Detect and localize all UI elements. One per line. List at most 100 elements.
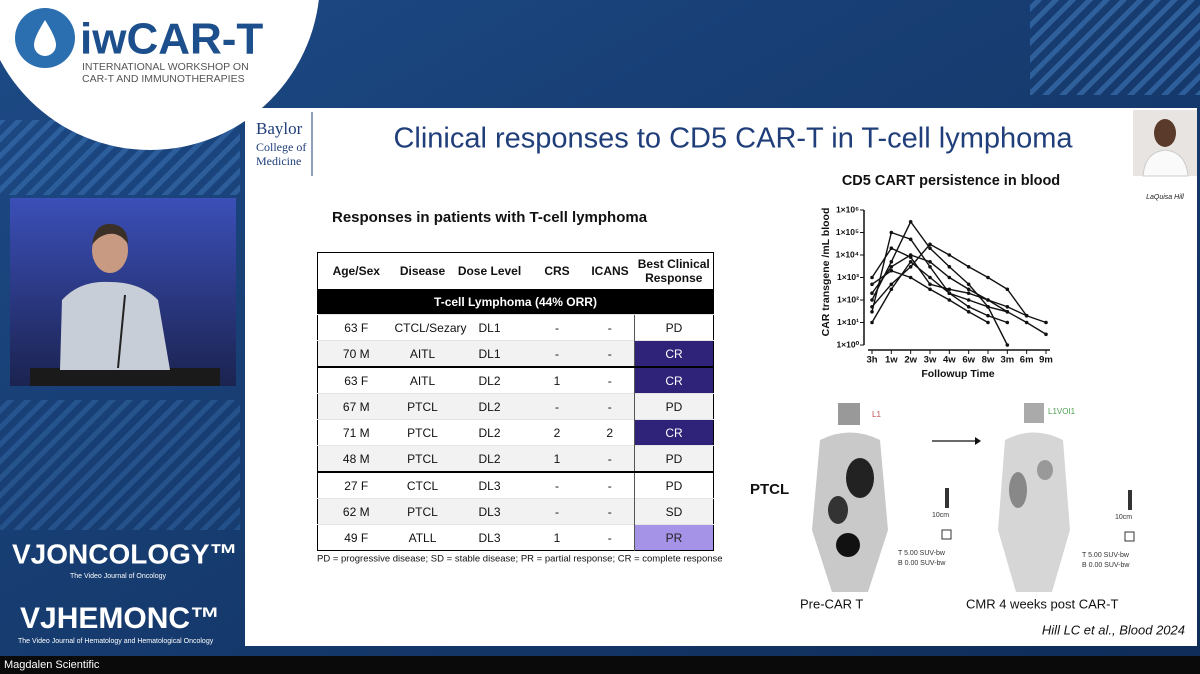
table-cell: 62 M	[317, 498, 395, 525]
table-cell: 63 F	[317, 314, 395, 341]
series-line	[871, 254, 1008, 313]
data-point	[966, 298, 971, 302]
channel-logo: VJONCOLOGY™	[12, 538, 238, 569]
table-cell: PTCL	[394, 498, 451, 525]
series-line	[871, 231, 1047, 335]
table-cell: PTCL	[394, 419, 451, 446]
table-cell: -	[528, 340, 586, 367]
data-point	[908, 275, 913, 280]
y-tick-label: 1×10⁵	[836, 227, 859, 237]
data-point	[1005, 287, 1010, 292]
scale-bar	[945, 488, 949, 508]
data-point	[908, 219, 913, 224]
table-cell: DL2	[450, 366, 529, 394]
table-cell: -	[585, 445, 635, 472]
logo-area	[0, 0, 319, 150]
pet-setting: B 0.00 SUV-bw	[898, 560, 946, 567]
response-cell: PR	[634, 524, 714, 551]
table-cell: -	[585, 366, 635, 394]
photo-face	[1154, 119, 1176, 147]
response-cell: PD	[634, 445, 714, 472]
table-cell: -	[528, 393, 586, 420]
table-cell: 63 F	[317, 366, 395, 394]
table-cell: CTCL/Sezary	[394, 314, 467, 341]
table-cell: 2	[528, 419, 586, 446]
table-row: 27 F CTCL DL3- - PD	[317, 471, 714, 499]
microphone	[117, 294, 126, 369]
column-header: CRS	[544, 264, 570, 278]
data-point	[889, 246, 894, 251]
response-cell: PD	[634, 393, 714, 420]
x-tick-label: 4w	[943, 355, 956, 366]
table-cell: 2	[585, 419, 635, 446]
y-axis-label: CAR transgene /mL blood	[820, 208, 832, 337]
x-tick-label: 6m	[1020, 355, 1034, 366]
data-point	[928, 275, 932, 280]
table-row: 63 F CTCL/Sezary DL1- - PD	[317, 314, 714, 341]
pet-scale: 10cm	[932, 512, 949, 519]
logo-tagline: CAR-T AND IMMUNOTHERAPIES	[82, 73, 245, 85]
data-point	[986, 313, 990, 318]
x-tick-label: 2w	[904, 355, 917, 366]
speaker-hair	[92, 223, 128, 245]
table-row: 49 F ATLL DL3 1- PR	[317, 524, 714, 551]
pet-icon	[1124, 531, 1135, 542]
table-cell: AITL	[394, 340, 451, 367]
data-point	[870, 304, 874, 309]
logo-circle	[0, 0, 319, 150]
x-tick-label: 9m	[1039, 355, 1053, 366]
drop-icon	[34, 20, 56, 56]
y-tick-label: 1×10⁰	[836, 339, 859, 349]
table-cell: 67 M	[317, 393, 395, 420]
pet-organ	[828, 496, 848, 524]
table-cell: ATLL	[394, 524, 451, 551]
stripe-pattern	[1030, 0, 1200, 95]
table-cell: -	[585, 471, 635, 499]
table-row: 62 M PTCL DL3- - SD	[317, 498, 714, 525]
table-cell: DL3	[450, 524, 529, 551]
response-cell: CR	[634, 419, 714, 446]
header-row: Age/Sex Disease Dose Level CRS ICANS Best Cli…	[318, 253, 714, 290]
data-point	[966, 291, 971, 296]
table-cell: CTCL	[394, 471, 451, 499]
data-point	[870, 309, 874, 314]
x-tick-label: 6w	[962, 355, 975, 366]
data-point	[947, 253, 952, 257]
table-cell: DL1	[450, 340, 529, 367]
pet-post	[998, 403, 1070, 592]
pet-head	[838, 403, 860, 425]
table-cell: 71 M	[317, 419, 395, 446]
data-point	[870, 298, 874, 302]
y-tick-label: 1×10³	[837, 272, 859, 282]
table-title: Responses in patients with T-cell lympho…	[332, 209, 648, 226]
pet-lesion: L1	[872, 410, 881, 419]
column-header: Age/Sex	[332, 264, 380, 278]
data-point	[928, 246, 932, 251]
arrowhead	[975, 437, 981, 445]
data-point	[1024, 313, 1029, 318]
chart: CD5 CART persistence in blood Followup T…	[820, 173, 1060, 380]
data-point	[928, 282, 932, 287]
speaker-body	[60, 281, 170, 370]
series-line	[871, 260, 1008, 324]
pet-organ	[836, 533, 860, 557]
data-point	[947, 264, 952, 269]
table-cell: -	[585, 524, 635, 551]
data-point	[986, 304, 990, 309]
table-cell: DL2	[450, 445, 529, 472]
column-header: Dose Level	[457, 264, 522, 278]
data-point	[908, 253, 913, 257]
table-cell: -	[585, 314, 635, 341]
column-header: ICANS	[591, 264, 629, 278]
x-tick-label: 3h	[866, 355, 877, 366]
pet-lesion: L1VOI1	[1048, 407, 1076, 416]
table-cell: 1	[528, 366, 586, 394]
data-point	[1005, 309, 1010, 314]
x-tick-label: 1w	[885, 355, 898, 366]
data-point	[1044, 320, 1048, 325]
x-tick-label: 8w	[982, 355, 995, 366]
table-cell: -	[585, 498, 635, 525]
pet-caption: CMR 4 weeks post CAR-T	[966, 596, 1118, 611]
data-point	[908, 237, 913, 242]
scale-bar	[1128, 490, 1132, 510]
